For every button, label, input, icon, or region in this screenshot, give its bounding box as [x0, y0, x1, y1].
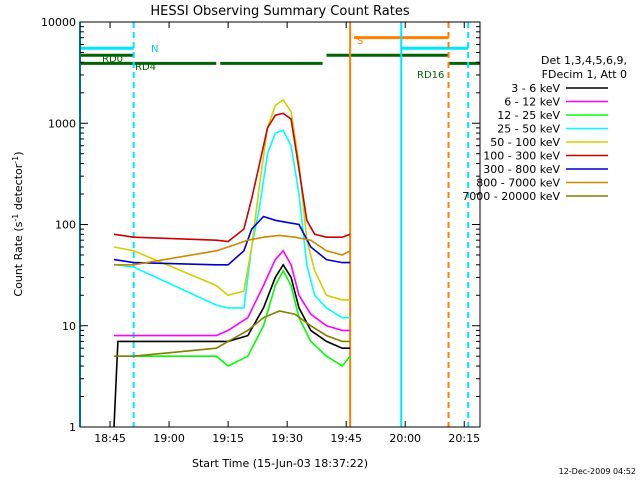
x-tick-label: 19:30: [271, 432, 303, 445]
annotation-rd0: RD0: [102, 54, 123, 65]
x-axis-label: Start Time (15-Jun-03 18:37:22): [192, 457, 368, 470]
timestamp: 12-Dec-2009 04:52: [559, 467, 636, 476]
series-line: [114, 310, 351, 358]
legend-label: 6 - 12 keV: [504, 96, 560, 109]
x-tick-label: 18:45: [94, 432, 126, 445]
annotation-rd16: RD16: [417, 70, 444, 81]
legend-label: 3 - 6 keV: [511, 82, 560, 95]
annotation-n: N: [151, 44, 158, 55]
series-line: [113, 129, 351, 319]
legend-label: 100 - 300 keV: [483, 150, 560, 163]
y-tick-label: 10: [62, 320, 76, 333]
x-tick-label: 20:15: [448, 432, 480, 445]
legend-title-line1: Det 1,3,4,5,6,9,: [541, 54, 627, 67]
x-tick-label: 19:45: [330, 432, 362, 445]
series-line: [114, 234, 351, 266]
y-axis-label: Count Rate (s-1 detector-1): [11, 151, 26, 296]
legend-label: 300 - 800 keV: [483, 163, 560, 176]
flag-bars: [80, 36, 480, 65]
plot-frame: [79, 21, 481, 428]
annotation-rd4: RD4: [135, 62, 156, 73]
y-tick-label: 10000: [41, 16, 76, 29]
annotation-s: S: [357, 36, 363, 47]
legend-label: 25 - 50 keV: [497, 123, 560, 136]
series-line: [113, 263, 351, 428]
series-line: [113, 112, 351, 243]
series-line: [113, 98, 351, 301]
legend-label: 7000 - 20000 keV: [462, 190, 560, 203]
legend-label: 800 - 7000 keV: [476, 177, 560, 190]
series-line: [114, 249, 351, 337]
chart-title: HESSI Observing Summary Count Rates: [150, 4, 409, 19]
y-tick-label: 1: [69, 421, 76, 434]
series-line: [114, 269, 351, 368]
vertical-markers: [79, 22, 470, 427]
series-lines: [113, 98, 351, 428]
legend-title-line2: FDecim 1, Att 0: [542, 68, 627, 81]
x-tick-label: 19:15: [212, 432, 244, 445]
x-tick-label: 19:00: [153, 432, 185, 445]
x-tick-label: 20:00: [389, 432, 421, 445]
y-tick-label: 100: [55, 219, 76, 232]
legend-label: 12 - 25 keV: [497, 109, 560, 122]
axes: 18:45 19:00 19:15 19:30 19:45 20:00 20:15 1 10 10…: [41, 16, 480, 445]
series-line: [113, 215, 351, 266]
legend-label: 50 - 100 keV: [490, 136, 560, 149]
y-tick-label: 1000: [48, 117, 76, 130]
